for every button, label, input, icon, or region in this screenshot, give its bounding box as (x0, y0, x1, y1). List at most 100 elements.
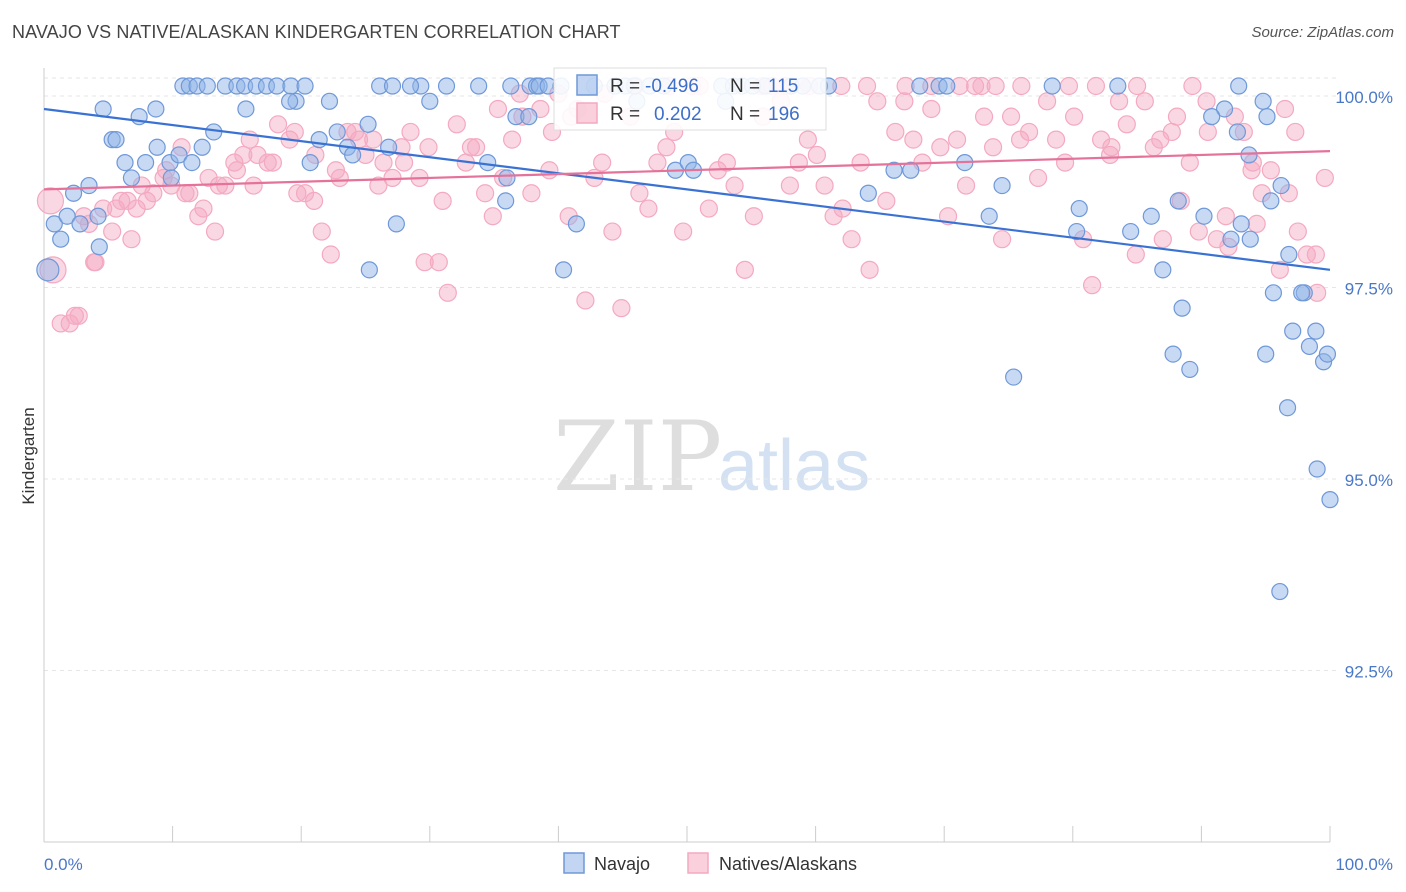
native-point (699, 199, 718, 218)
navajo-point (1264, 284, 1283, 302)
native-point (86, 253, 105, 272)
native-point (433, 191, 452, 210)
native-point (122, 230, 141, 249)
navajo-point (310, 131, 328, 149)
navajo-point (498, 169, 516, 187)
navajo-point (401, 77, 420, 95)
native-point (1197, 92, 1216, 111)
native-point (1275, 99, 1295, 119)
native-point (725, 176, 744, 195)
native-point (983, 138, 1003, 157)
y-tick-label: 95.0% (1345, 471, 1393, 490)
native-point (522, 184, 541, 203)
navajo-point (885, 161, 903, 179)
navajo-point (1222, 230, 1240, 248)
native-point (974, 107, 994, 126)
native-point (1117, 115, 1136, 134)
y-tick-label: 92.5% (1345, 663, 1393, 682)
native-point (194, 199, 213, 218)
navajo-point (1142, 207, 1160, 225)
native-point (263, 153, 283, 172)
navajo-point (497, 192, 515, 210)
native-point (1189, 222, 1208, 241)
native-point (1167, 107, 1187, 126)
navajo-point (1043, 77, 1061, 95)
navajo-point (1271, 582, 1289, 601)
navajo-point (320, 92, 339, 110)
navajo-point (1258, 108, 1276, 126)
navajo-point (383, 77, 402, 95)
navajo-point (1240, 146, 1258, 164)
navajo-point (122, 169, 141, 187)
navajo-point (1164, 345, 1182, 363)
native-point (137, 191, 156, 210)
native-point (483, 207, 502, 226)
native-point (842, 230, 861, 249)
native-point (1151, 130, 1170, 149)
navajo-point (479, 154, 497, 172)
native-point (735, 260, 754, 279)
navajo-point (1169, 192, 1187, 210)
navajo-point (148, 138, 166, 156)
native-point (1028, 168, 1048, 188)
navajo-point (107, 131, 125, 149)
native-point (321, 245, 340, 264)
native-point (1102, 138, 1121, 157)
navajo-point (1307, 322, 1325, 340)
native-point (986, 76, 1005, 96)
stats-navajo-r-label: R = (610, 76, 640, 97)
navajo-point (328, 123, 346, 141)
native-point (717, 153, 736, 172)
native-point (244, 176, 263, 195)
navajo-point (360, 261, 378, 279)
native-point (904, 130, 923, 149)
native-point (1001, 107, 1021, 126)
native-point (1198, 122, 1217, 142)
native-point (1126, 245, 1145, 264)
native-point (630, 184, 649, 203)
native-point (612, 299, 631, 318)
navajo-point (1308, 460, 1326, 478)
native-point (931, 138, 950, 157)
native-point (503, 130, 522, 149)
legend-native-swatch (687, 852, 709, 874)
navajo-point (301, 154, 319, 172)
native-point (106, 199, 126, 218)
navajo-point (1232, 215, 1250, 233)
native-point (394, 153, 414, 172)
native-point (326, 161, 346, 180)
navajo-point (90, 238, 108, 256)
native-point (312, 222, 331, 241)
native-point (922, 99, 941, 119)
legend: Navajo Natives/Alaskans (563, 852, 857, 874)
native-point (127, 199, 146, 218)
native-point (886, 122, 905, 142)
navajo-point (1293, 284, 1311, 302)
native-point (1127, 76, 1147, 96)
native-point (234, 145, 253, 165)
stats-native-r-label: R = (610, 104, 640, 125)
native-point (1064, 107, 1084, 126)
native-point (1180, 153, 1199, 172)
native-point (576, 291, 595, 310)
native-point (1046, 130, 1066, 149)
native-point (1135, 92, 1154, 111)
native-point (258, 153, 277, 172)
native-point (956, 176, 976, 195)
native-point (1261, 161, 1280, 180)
y-tick-label: 97.5% (1345, 280, 1393, 299)
native-point (466, 138, 486, 157)
navajo-point (567, 215, 586, 233)
navajo-point (1154, 261, 1172, 279)
native-point (1086, 76, 1106, 96)
native-point (1059, 76, 1079, 96)
native-point (1012, 76, 1031, 96)
native-point (415, 253, 434, 272)
navajo-point (36, 258, 60, 282)
native-point (1055, 153, 1075, 172)
navajo-point (71, 215, 89, 233)
x-tick-label-min: 0.0% (44, 855, 83, 874)
navajo-point (162, 169, 180, 187)
navajo-point (1195, 207, 1213, 225)
navajo-point (421, 92, 439, 110)
